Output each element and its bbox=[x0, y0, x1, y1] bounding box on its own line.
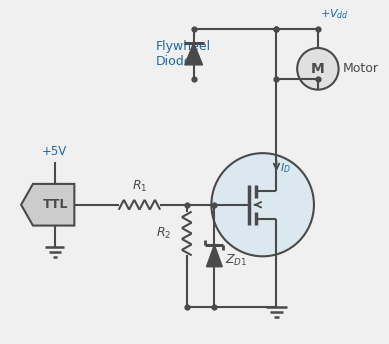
Text: Flywheel: Flywheel bbox=[156, 40, 211, 53]
Text: Diode: Diode bbox=[156, 55, 193, 68]
Polygon shape bbox=[207, 245, 222, 267]
Text: $R_2$: $R_2$ bbox=[156, 226, 171, 241]
Text: M: M bbox=[311, 62, 325, 76]
Text: TTL: TTL bbox=[43, 198, 68, 211]
Text: $+V_{dd}$: $+V_{dd}$ bbox=[320, 8, 349, 21]
Polygon shape bbox=[21, 184, 74, 226]
Polygon shape bbox=[185, 43, 203, 65]
Text: $Z_{D1}$: $Z_{D1}$ bbox=[225, 253, 247, 268]
Circle shape bbox=[211, 153, 314, 256]
Text: +5V: +5V bbox=[42, 145, 67, 158]
Text: $R_1$: $R_1$ bbox=[132, 179, 147, 194]
Circle shape bbox=[297, 48, 338, 90]
Text: $I_D$: $I_D$ bbox=[280, 161, 291, 175]
Text: Motor: Motor bbox=[343, 62, 378, 75]
